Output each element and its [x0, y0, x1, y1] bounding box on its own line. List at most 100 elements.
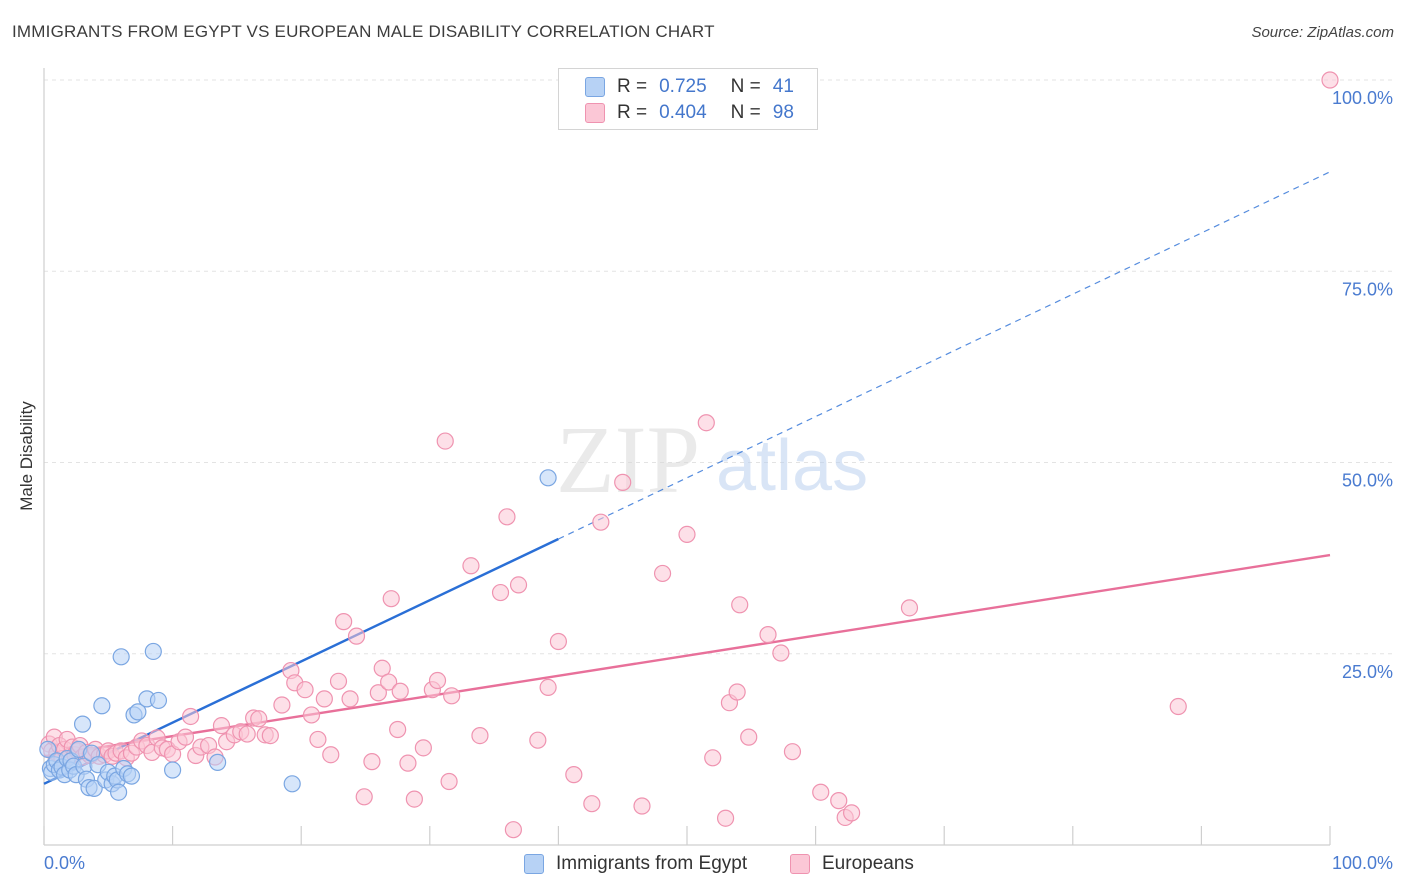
- egypt-point: [73, 715, 92, 733]
- legend-r-value: 0.725: [659, 76, 707, 97]
- europeans-point: [380, 673, 398, 691]
- europeans-point: [261, 727, 279, 745]
- legend-swatch-pink: [585, 103, 605, 123]
- europeans-point: [382, 590, 400, 608]
- europeans-point: [539, 678, 557, 697]
- europeans-point: [335, 613, 353, 631]
- y-tick-label: 100.0%: [1332, 88, 1393, 108]
- europeans-point: [549, 632, 568, 651]
- europeans-point: [369, 684, 387, 702]
- europeans-point: [716, 809, 735, 827]
- egypt-point: [164, 761, 182, 779]
- y-tick-label: 50.0%: [1342, 471, 1393, 491]
- legend-swatch-blue: [585, 77, 605, 97]
- bottom-legend-label-egypt: Immigrants from Egypt: [556, 853, 748, 874]
- europeans-point: [1169, 697, 1187, 716]
- europeans-point: [731, 596, 749, 614]
- europeans-point: [565, 766, 583, 784]
- europeans-point: [322, 746, 340, 764]
- europeans-point: [440, 772, 458, 791]
- legend-row-egypt: R = 0.725 N = 41: [585, 75, 794, 99]
- watermark-zip: ZIP: [556, 406, 700, 513]
- egypt-point: [144, 642, 162, 661]
- europeans-point: [697, 414, 715, 432]
- legend-n-value: 98: [772, 102, 794, 123]
- europeans-point: [614, 473, 632, 491]
- europeans-point: [443, 687, 461, 705]
- x-tick-label-end: 100.0%: [1332, 853, 1393, 873]
- europeans-point: [273, 696, 291, 714]
- europeans-point: [373, 659, 391, 677]
- egypt-point: [93, 697, 111, 715]
- europeans-point: [428, 671, 447, 690]
- europeans-point: [363, 753, 381, 771]
- europeans-point: [653, 564, 672, 583]
- europeans-point: [315, 690, 333, 708]
- legend-r-label: R =: [617, 76, 648, 97]
- europeans-point: [830, 792, 848, 810]
- bottom-legend-label-europeans: Europeans: [822, 853, 914, 874]
- europeans-point: [772, 644, 790, 662]
- bottom-legend-swatch-blue: [524, 854, 544, 874]
- egypt-trend-extension: [558, 171, 1331, 540]
- egypt-point: [129, 703, 147, 721]
- europeans-point: [309, 730, 327, 749]
- europeans-point: [900, 599, 919, 617]
- egypt-point: [283, 775, 301, 793]
- europeans-point: [399, 754, 417, 772]
- bottom-legend-swatch-pink: [790, 854, 810, 874]
- stats-legend: R = 0.725 N = 41 R = 0.404 N = 98: [558, 68, 818, 130]
- europeans-point: [509, 576, 528, 594]
- y-tick-label: 75.0%: [1342, 279, 1393, 299]
- europeans-point: [1321, 71, 1339, 89]
- europeans-point: [592, 513, 610, 531]
- chart-title: IMMIGRANTS FROM EGYPT VS EUROPEAN MALE D…: [12, 22, 715, 41]
- egypt-point: [109, 783, 128, 801]
- europeans-point: [498, 508, 516, 526]
- europeans-point: [414, 739, 432, 757]
- europeans-point: [728, 683, 746, 701]
- europeans-point: [391, 682, 409, 700]
- europeans-point: [347, 627, 366, 645]
- source-label: Source: ZipAtlas.com: [1251, 24, 1394, 41]
- europeans-point: [182, 707, 200, 726]
- europeans-point: [529, 731, 547, 749]
- legend-row-europeans: R = 0.404 N = 98: [585, 101, 794, 125]
- europeans-point: [176, 728, 195, 746]
- watermark-atlas: atlas: [716, 426, 868, 506]
- europeans-point: [678, 525, 696, 544]
- europeans-point: [783, 743, 802, 761]
- europeans-point: [471, 727, 489, 745]
- europeans-point: [740, 728, 758, 746]
- europeans-point: [633, 797, 651, 815]
- legend-n-label: N =: [730, 76, 761, 97]
- europeans-point: [812, 783, 830, 801]
- egypt-point: [539, 469, 557, 487]
- europeans-point: [405, 790, 423, 808]
- bottom-legend-egypt: Immigrants from Egypt: [524, 852, 747, 876]
- europeans-point: [250, 710, 268, 728]
- europeans-point: [843, 804, 861, 822]
- egypt-point: [112, 648, 130, 666]
- grid-layer: [44, 79, 1395, 655]
- bottom-legend-europeans: Europeans: [790, 852, 914, 876]
- points-layer: [39, 71, 1339, 839]
- europeans-point: [329, 672, 348, 690]
- tick-labels-layer: 25.0% 50.0% 75.0% 100.0% 0.0% 100.0%: [44, 88, 1393, 873]
- legend-r-label: R =: [617, 102, 648, 123]
- europeans-point: [302, 706, 321, 724]
- europeans-point: [436, 432, 454, 450]
- europeans-point: [583, 795, 601, 813]
- y-tick-label: 25.0%: [1342, 662, 1393, 682]
- legend-n-label: N =: [730, 102, 761, 123]
- europeans-point: [504, 821, 522, 839]
- europeans-point: [341, 690, 359, 708]
- axis-layer: [43, 68, 1331, 846]
- europeans-point: [462, 557, 480, 575]
- legend-n-value: 41: [772, 76, 794, 97]
- y-axis-label: Male Disability: [17, 401, 36, 511]
- europeans-point: [355, 788, 373, 806]
- legend-r-value: 0.404: [659, 102, 707, 123]
- europeans-point: [296, 681, 314, 699]
